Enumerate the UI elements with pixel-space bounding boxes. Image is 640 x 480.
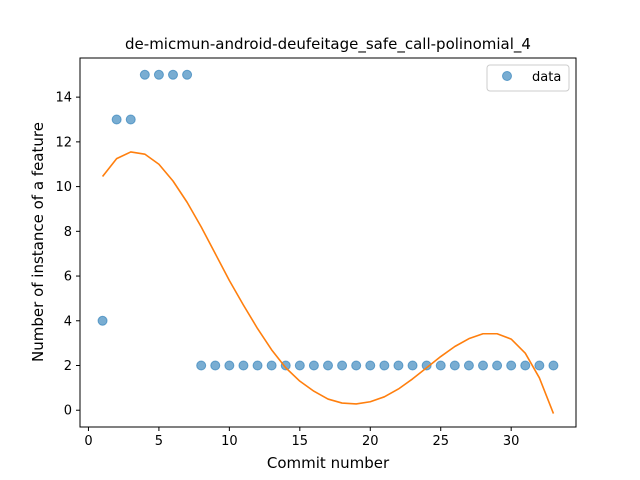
- data-point: [394, 361, 403, 370]
- x-axis-label: Commit number: [267, 454, 390, 472]
- data-point: [535, 361, 544, 370]
- y-tick-label: 10: [55, 180, 72, 195]
- data-point: [169, 70, 178, 79]
- data-point: [507, 361, 516, 370]
- x-tick-label: 15: [292, 434, 309, 449]
- data-point: [239, 361, 248, 370]
- x-tick-label: 5: [155, 434, 163, 449]
- data-point: [521, 361, 530, 370]
- data-point: [295, 361, 304, 370]
- data-point: [211, 361, 220, 370]
- data-point: [493, 361, 502, 370]
- chart-title: de-micmun-android-deufeitage_safe_call-p…: [125, 35, 531, 54]
- data-point: [479, 361, 488, 370]
- x-tick-label: 25: [432, 434, 449, 449]
- data-point: [380, 361, 389, 370]
- data-point: [436, 361, 445, 370]
- data-point: [408, 361, 417, 370]
- data-point: [338, 361, 347, 370]
- y-tick-label: 8: [64, 225, 72, 240]
- data-point: [126, 115, 135, 124]
- data-point: [267, 361, 276, 370]
- data-point: [366, 361, 375, 370]
- x-tick-label: 20: [362, 434, 379, 449]
- y-tick-label: 0: [64, 404, 72, 419]
- y-axis-label: Number of instance of a feature: [29, 122, 47, 362]
- y-tick-label: 14: [55, 91, 72, 106]
- x-tick-label: 10: [221, 434, 238, 449]
- data-point: [253, 361, 262, 370]
- data-point: [450, 361, 459, 370]
- data-point: [464, 361, 473, 370]
- data-point: [225, 361, 234, 370]
- y-tick-label: 2: [64, 359, 72, 374]
- data-point: [549, 361, 558, 370]
- y-tick-label: 12: [55, 135, 72, 150]
- data-point: [112, 115, 121, 124]
- data-point: [140, 70, 149, 79]
- data-point: [352, 361, 361, 370]
- legend-marker: [503, 72, 512, 81]
- y-tick-label: 6: [64, 270, 72, 285]
- data-point: [183, 70, 192, 79]
- data-point: [197, 361, 206, 370]
- data-point: [324, 361, 333, 370]
- y-tick-label: 4: [64, 314, 72, 329]
- data-point: [309, 361, 318, 370]
- x-tick-label: 0: [84, 434, 92, 449]
- legend: data: [487, 65, 569, 91]
- legend-label: data: [532, 70, 561, 85]
- data-point: [98, 316, 107, 325]
- data-point: [154, 70, 163, 79]
- x-tick-label: 30: [503, 434, 520, 449]
